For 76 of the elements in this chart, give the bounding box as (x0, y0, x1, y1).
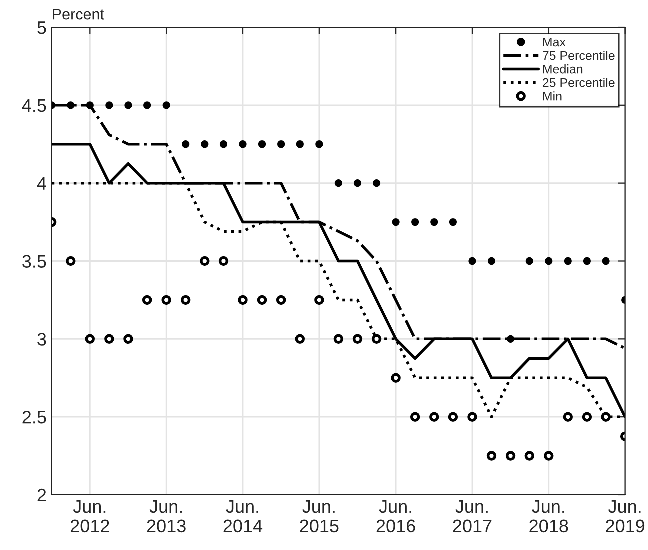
point (524, 451, 534, 461)
x-tick-label: Jun. 2012 (70, 500, 110, 533)
point (334, 180, 343, 188)
point (411, 218, 420, 226)
point (257, 295, 268, 306)
point (354, 180, 362, 188)
x-tick-label: Jun. 2014 (224, 500, 263, 533)
point (106, 102, 114, 110)
legend-label: 75 Percentile (543, 51, 615, 60)
point (486, 451, 497, 461)
y-tick-label: 3 (38, 333, 46, 346)
point (583, 257, 592, 266)
point (372, 180, 381, 188)
point (104, 334, 114, 344)
point (430, 218, 438, 226)
y-tick-label: 4 (37, 177, 46, 190)
point (66, 256, 76, 266)
x-tick-label: Jun. 2013 (147, 500, 186, 533)
x-tick-label: Jun. 2019 (606, 500, 645, 533)
point (296, 140, 304, 148)
point (392, 218, 400, 226)
point (448, 412, 458, 422)
point (526, 257, 534, 266)
point (124, 102, 132, 110)
y-axis-title: Percent (53, 9, 104, 20)
point (544, 451, 554, 461)
point (488, 257, 496, 266)
point (143, 102, 152, 110)
x-tick-label: Jun. 2017 (453, 500, 492, 533)
point (180, 295, 191, 306)
y-tick-label: 3.5 (22, 255, 46, 268)
point (277, 140, 286, 148)
point (602, 257, 610, 266)
y-tick-label: 2.5 (22, 411, 46, 424)
y-tick-label: 5 (38, 22, 46, 34)
point (410, 412, 420, 422)
point (563, 412, 574, 422)
legend-label: Min (543, 92, 562, 101)
y-tick-label: 4.5 (22, 100, 46, 112)
point (258, 140, 266, 148)
y-tick-label: 2 (38, 488, 46, 502)
point (564, 257, 572, 266)
point (218, 256, 229, 266)
x-tick-label: Jun. 2015 (300, 500, 339, 533)
point (239, 140, 247, 148)
point (506, 451, 516, 461)
point (276, 295, 286, 306)
point (295, 334, 306, 344)
point (582, 412, 592, 422)
point (238, 295, 248, 306)
x-tick-label: Jun. 2018 (530, 500, 568, 533)
point (468, 257, 476, 266)
legend-label: Median (543, 64, 583, 74)
legend-label: Max (543, 38, 566, 47)
point (314, 295, 324, 306)
point (372, 334, 382, 344)
point (201, 140, 209, 148)
point (316, 140, 324, 148)
x-tick-label: Jun. 2016 (376, 500, 416, 533)
point (352, 334, 363, 344)
point (468, 412, 478, 422)
point (220, 140, 228, 148)
point (545, 257, 553, 266)
point (430, 412, 440, 422)
point (182, 140, 190, 148)
point (391, 373, 401, 383)
point (449, 218, 458, 226)
point (85, 334, 96, 344)
point (601, 412, 611, 422)
point (162, 295, 172, 306)
point (334, 334, 344, 344)
point (162, 102, 170, 110)
point (124, 334, 134, 344)
point (200, 256, 210, 266)
point (142, 295, 152, 306)
legend-label: 25 Percentile (542, 78, 615, 88)
